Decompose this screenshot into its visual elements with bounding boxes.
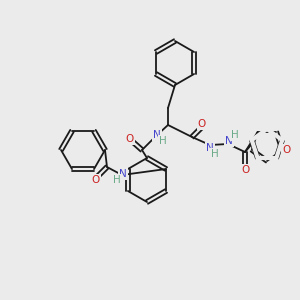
Text: O: O [241,165,249,175]
Text: N: N [153,130,161,140]
Text: O: O [282,145,290,155]
Text: H: H [113,175,121,185]
Text: H: H [159,136,167,146]
Text: H: H [211,149,219,159]
Text: H: H [231,130,239,140]
Text: O: O [92,175,100,185]
Text: O: O [198,119,206,129]
Text: N: N [119,169,127,179]
Text: N: N [206,143,214,153]
Text: O: O [126,134,134,144]
Text: N: N [225,136,233,146]
